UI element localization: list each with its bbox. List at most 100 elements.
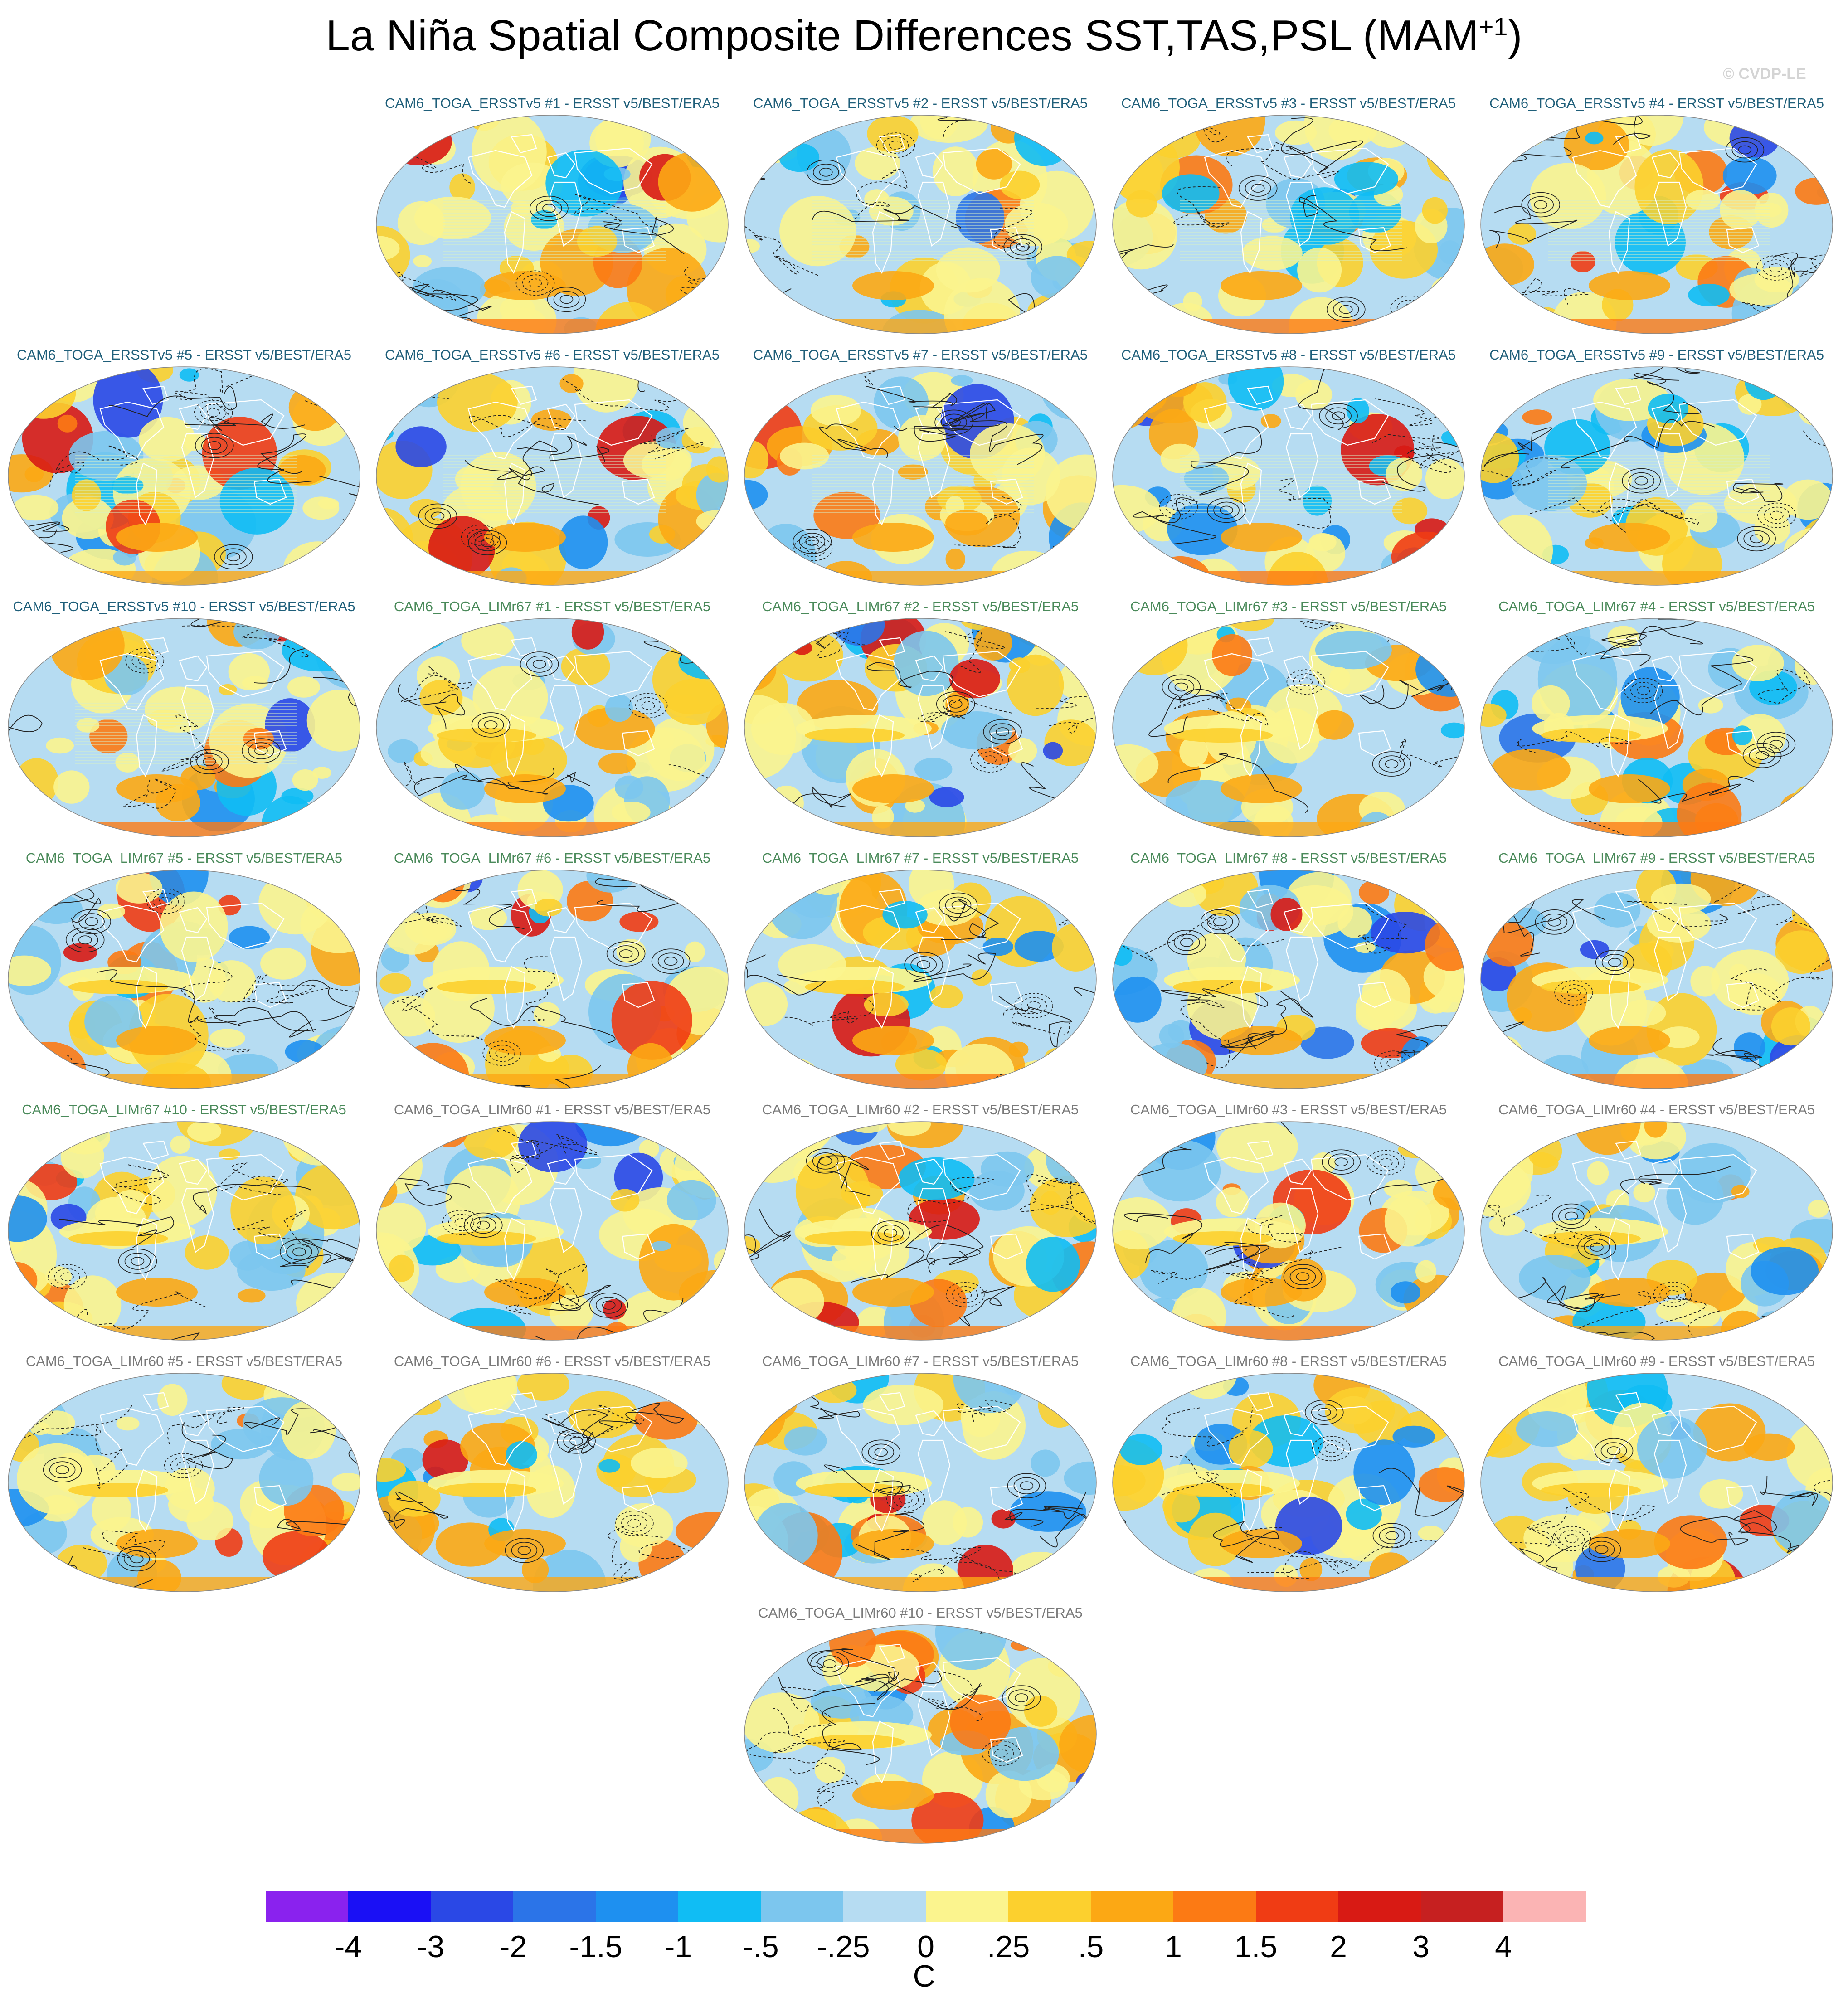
panel-title: CAM6_TOGA_LIMr60 #2 - ERSST v5/BEST/ERA5	[762, 1102, 1079, 1118]
psl-contour-ring	[1756, 255, 1795, 281]
map-field	[1113, 367, 1464, 585]
psl-contour-ring	[65, 927, 105, 952]
anomaly-patch	[219, 467, 294, 535]
anomaly-patch	[1113, 1373, 1166, 1402]
psl-contour-ring	[1162, 674, 1201, 700]
psl-contour-ring	[819, 168, 833, 177]
anomaly-patch	[1487, 370, 1509, 387]
coastline	[836, 1156, 901, 1215]
psl-contour-ring	[227, 552, 240, 562]
anomaly-patch	[683, 552, 728, 585]
coastline	[1285, 1439, 1319, 1505]
psl-contour	[167, 1407, 244, 1447]
anomaly-patch	[138, 417, 196, 462]
psl-contour-ring	[117, 1546, 156, 1572]
psl-contour-ring	[1366, 1150, 1405, 1176]
anomaly-patch	[1729, 963, 1749, 982]
coastline	[99, 1156, 165, 1215]
psl-contour	[216, 1162, 288, 1195]
anomaly-patch	[1785, 870, 1833, 913]
anomaly-patch	[744, 982, 788, 1026]
psl-contour	[603, 217, 685, 254]
panel-title: CAM6_TOGA_LIMr67 #9 - ERSST v5/BEST/ERA5	[1498, 850, 1815, 866]
psl-contour-ring	[1757, 502, 1796, 528]
psl-contour	[1167, 753, 1308, 813]
coastline	[574, 651, 653, 698]
pacific-tongue-core	[437, 1483, 536, 1497]
psl-contour-ring	[55, 1465, 69, 1474]
coastline	[1204, 653, 1269, 711]
psl-contour	[824, 1464, 911, 1496]
psl-contour	[744, 1209, 792, 1261]
coastline	[1247, 1392, 1274, 1412]
anomaly-patch	[42, 818, 96, 837]
anomaly-patch	[1113, 485, 1161, 535]
coastline	[1678, 399, 1757, 446]
map-panel: CAM6_TOGA_LIMr67 #3 - ERSST v5/BEST/ERA5	[1104, 598, 1473, 846]
anomaly-patch	[1425, 1131, 1458, 1164]
coastline	[1615, 637, 1642, 657]
psl-contour-ring	[60, 1272, 74, 1282]
robinson-map	[744, 1121, 1097, 1341]
psl-contour	[1595, 626, 1703, 655]
anomaly-patch	[435, 1522, 505, 1567]
anomaly-patch	[1699, 1479, 1743, 1509]
psl-contour-ring	[559, 295, 574, 304]
psl-contour-ring	[877, 1225, 904, 1242]
southern-anomaly	[116, 523, 198, 552]
panel-title: CAM6_TOGA_LIMr60 #5 - ERSST v5/BEST/ERA5	[25, 1353, 343, 1369]
psl-contour-ring	[118, 1249, 157, 1274]
antarctic-band	[1113, 822, 1464, 837]
psl-contour	[297, 815, 360, 837]
map-field	[376, 367, 728, 585]
psl-contour	[851, 1242, 981, 1283]
psl-contour	[1790, 257, 1833, 320]
coastline	[1204, 150, 1269, 208]
anomaly-patch	[974, 625, 1012, 661]
coastline	[1608, 714, 1630, 778]
anomaly-patch	[1508, 223, 1537, 245]
coastline	[181, 936, 214, 1001]
psl-contour-ring	[1173, 934, 1200, 951]
anomaly-patch	[751, 703, 815, 755]
map-border	[8, 870, 360, 1089]
psl-contour-ring	[1322, 1149, 1361, 1175]
psl-contour-ring	[983, 755, 997, 764]
psl-contour	[414, 764, 519, 797]
coastline	[1608, 1469, 1630, 1532]
panel-title: CAM6_TOGA_LIMr60 #4 - ERSST v5/BEST/ERA5	[1498, 1102, 1815, 1118]
anomaly-patch	[1008, 738, 1037, 764]
anomaly-patch	[285, 1040, 325, 1064]
coastline	[181, 685, 214, 750]
anomaly-patch	[1619, 115, 1684, 146]
psl-contour	[1512, 277, 1589, 305]
map-panel: CAM6_TOGA_ERSSTv5 #5 - ERSST v5/BEST/ERA…	[0, 347, 368, 594]
southern-anomaly	[484, 1026, 566, 1055]
anomaly-patch	[260, 948, 306, 980]
coastline	[1285, 1188, 1319, 1253]
psl-contour-ring	[1565, 1211, 1578, 1221]
colorbar-tick-label: -.25	[817, 1929, 870, 1964]
psl-contour-ring	[1286, 669, 1326, 695]
anomaly-patch	[812, 1377, 857, 1403]
anomaly-patch	[1388, 1070, 1428, 1089]
psl-contour-ring	[899, 1495, 913, 1504]
psl-contour-ring	[131, 1257, 145, 1266]
robinson-map	[8, 870, 360, 1089]
psl-contour-ring	[1372, 751, 1411, 777]
psl-contour-ring	[871, 1220, 910, 1246]
psl-contour	[957, 1400, 1012, 1422]
psl-contour-ring	[1372, 1523, 1412, 1549]
panel-title: CAM6_TOGA_ERSSTv5 #2 - ERSST v5/BEST/ERA…	[753, 95, 1088, 111]
psl-contour-ring	[948, 700, 963, 709]
map-field	[8, 870, 360, 1089]
antarctic-band	[1113, 319, 1464, 334]
psl-contour	[638, 1542, 726, 1584]
psl-contour	[822, 1703, 880, 1765]
psl-contour	[257, 433, 312, 484]
anomaly-patch	[1184, 464, 1229, 494]
psl-contour-ring	[1552, 1526, 1591, 1551]
map-panel: CAM6_TOGA_LIMr60 #1 - ERSST v5/BEST/ERA5	[368, 1102, 736, 1349]
coastline	[1651, 152, 1680, 179]
coastline	[879, 637, 905, 657]
